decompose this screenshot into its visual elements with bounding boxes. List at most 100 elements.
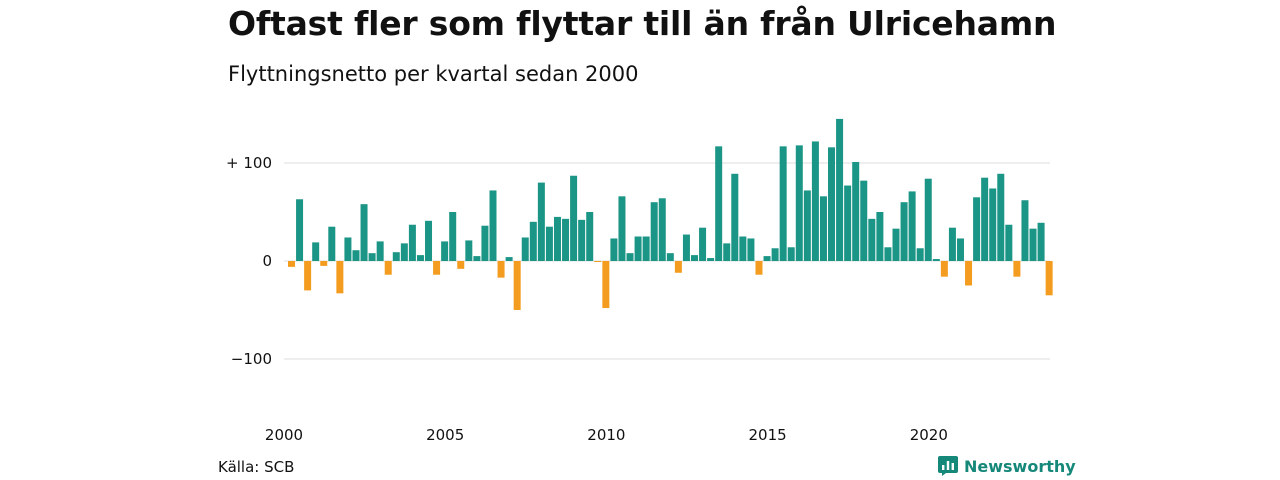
- bar[interactable]: [642, 236, 650, 262]
- bar[interactable]: [747, 238, 755, 261]
- bar[interactable]: [884, 247, 892, 261]
- x-tick-label: 2015: [749, 426, 787, 444]
- bar[interactable]: [497, 261, 505, 278]
- bar[interactable]: [545, 226, 553, 261]
- bar[interactable]: [328, 226, 336, 261]
- bar[interactable]: [344, 237, 352, 261]
- bar[interactable]: [594, 261, 602, 262]
- bar[interactable]: [400, 243, 408, 261]
- bar[interactable]: [513, 261, 521, 310]
- bar[interactable]: [836, 118, 844, 262]
- bar[interactable]: [1037, 222, 1045, 261]
- bar[interactable]: [433, 261, 441, 275]
- bar[interactable]: [336, 261, 344, 294]
- bar[interactable]: [715, 146, 723, 261]
- bar[interactable]: [368, 253, 376, 261]
- bar[interactable]: [682, 234, 690, 261]
- bar[interactable]: [900, 202, 908, 261]
- bar[interactable]: [376, 241, 384, 261]
- bar[interactable]: [876, 212, 884, 261]
- bar[interactable]: [755, 261, 763, 275]
- bar[interactable]: [908, 191, 916, 261]
- bar[interactable]: [505, 257, 513, 261]
- bar[interactable]: [1029, 228, 1037, 261]
- bar[interactable]: [844, 185, 852, 261]
- bar[interactable]: [731, 173, 739, 261]
- bar[interactable]: [296, 199, 304, 261]
- bar[interactable]: [570, 175, 578, 261]
- bar[interactable]: [860, 180, 868, 261]
- bar[interactable]: [1013, 261, 1021, 277]
- bar[interactable]: [828, 147, 836, 261]
- bar[interactable]: [288, 261, 295, 267]
- bar[interactable]: [739, 236, 747, 262]
- bar[interactable]: [320, 261, 328, 266]
- bar[interactable]: [965, 261, 973, 286]
- bar[interactable]: [956, 238, 964, 261]
- brand-name: Newsworthy: [964, 456, 1076, 476]
- bar[interactable]: [586, 212, 594, 261]
- bar[interactable]: [360, 204, 368, 261]
- bar[interactable]: [989, 188, 997, 261]
- bar[interactable]: [940, 261, 948, 277]
- bar[interactable]: [997, 173, 1005, 261]
- bar[interactable]: [441, 241, 449, 261]
- bar[interactable]: [529, 221, 537, 261]
- bar[interactable]: [811, 141, 819, 261]
- bar[interactable]: [787, 247, 795, 261]
- bar[interactable]: [707, 258, 715, 261]
- bar[interactable]: [465, 240, 473, 261]
- bar[interactable]: [449, 212, 457, 261]
- bar[interactable]: [408, 224, 416, 261]
- bar[interactable]: [691, 255, 698, 261]
- bar[interactable]: [650, 202, 658, 261]
- x-tick-label: 2010: [587, 426, 625, 444]
- bar[interactable]: [416, 255, 424, 261]
- bar[interactable]: [473, 256, 481, 261]
- bar[interactable]: [666, 253, 674, 261]
- bar[interactable]: [634, 236, 642, 262]
- bar[interactable]: [304, 261, 312, 291]
- bar[interactable]: [795, 145, 803, 261]
- bar[interactable]: [392, 252, 400, 261]
- bar[interactable]: [973, 197, 981, 261]
- bar[interactable]: [618, 196, 626, 261]
- bar[interactable]: [868, 218, 876, 261]
- bar[interactable]: [602, 261, 610, 309]
- brand-logo[interactable]: Newsworthy: [938, 456, 1076, 476]
- bar[interactable]: [803, 190, 811, 261]
- bar[interactable]: [948, 227, 956, 261]
- bar[interactable]: [457, 261, 465, 269]
- bar[interactable]: [932, 259, 940, 261]
- bar[interactable]: [521, 237, 529, 261]
- bar[interactable]: [1021, 200, 1029, 261]
- bar[interactable]: [771, 248, 779, 261]
- bar[interactable]: [1045, 261, 1053, 296]
- bar[interactable]: [916, 248, 924, 261]
- bar[interactable]: [553, 216, 561, 261]
- bar[interactable]: [674, 261, 682, 273]
- bar[interactable]: [312, 242, 320, 261]
- bar[interactable]: [425, 220, 433, 261]
- bar[interactable]: [892, 228, 900, 261]
- bar[interactable]: [481, 225, 489, 261]
- bar[interactable]: [699, 227, 707, 261]
- bar[interactable]: [1005, 224, 1013, 261]
- bar[interactable]: [489, 190, 497, 261]
- bar[interactable]: [626, 253, 634, 261]
- bar[interactable]: [610, 238, 618, 261]
- bar[interactable]: [723, 243, 731, 261]
- bar[interactable]: [562, 218, 570, 261]
- bar[interactable]: [981, 177, 989, 261]
- bar[interactable]: [537, 182, 545, 261]
- x-tick-label: 2005: [426, 426, 464, 444]
- bar[interactable]: [384, 261, 392, 275]
- bar[interactable]: [658, 198, 666, 261]
- bar[interactable]: [763, 256, 771, 261]
- bar[interactable]: [924, 178, 932, 261]
- bar[interactable]: [352, 250, 360, 261]
- bar[interactable]: [578, 219, 586, 261]
- bar[interactable]: [852, 162, 860, 261]
- bar[interactable]: [819, 196, 827, 261]
- bar[interactable]: [779, 146, 787, 261]
